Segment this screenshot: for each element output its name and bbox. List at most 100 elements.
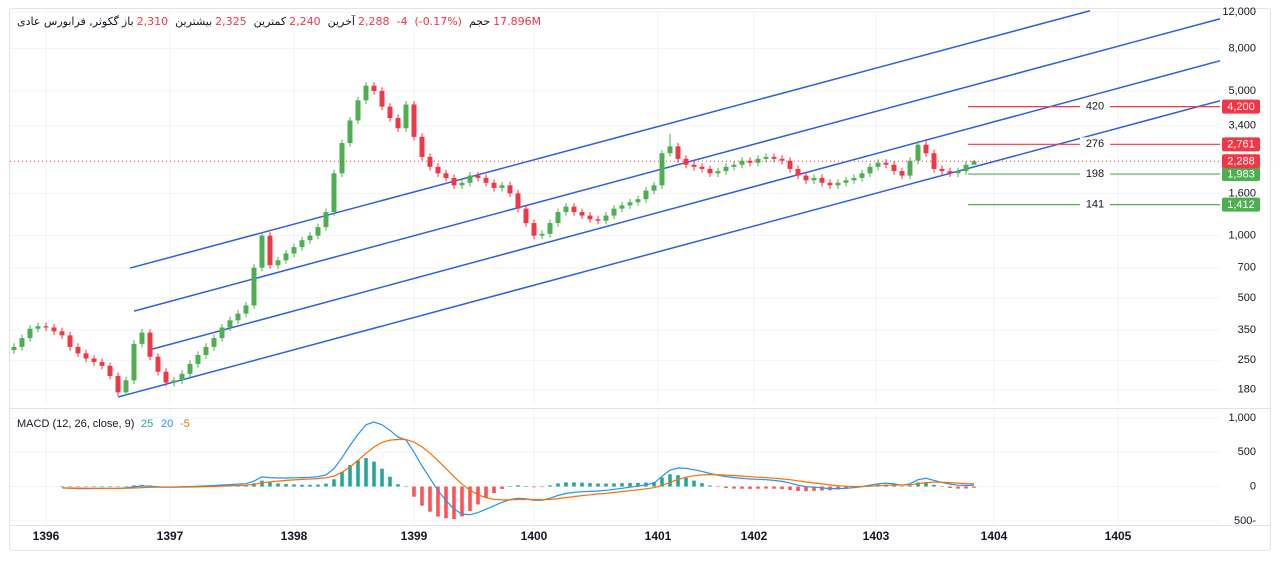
x-tick-label: 1403	[863, 529, 890, 543]
candle-body	[707, 168, 713, 174]
change-value: -4	[396, 15, 408, 28]
channel-line	[133, 18, 1220, 312]
candle-body	[771, 156, 777, 159]
y-tick-label: 1,000	[1228, 230, 1256, 242]
y-tick-label: 8,000	[1228, 43, 1256, 55]
macd-histogram-bar	[308, 484, 312, 487]
candle-body	[243, 305, 249, 314]
macd-histogram-bar	[564, 482, 568, 487]
macd-histogram-bar	[124, 486, 128, 487]
candle-body	[507, 185, 513, 194]
symbol: گکوثر, فرابورس عادی	[17, 15, 119, 28]
x-tick-label: 1397	[157, 529, 184, 543]
macd-histogram-bar	[420, 486, 424, 506]
candle-body	[363, 85, 369, 101]
current-price-badge	[1222, 154, 1260, 169]
macd-line	[61, 421, 975, 516]
candle-body	[467, 175, 473, 183]
candle-body	[291, 247, 297, 254]
candle-body	[427, 156, 433, 167]
macd-histogram-bar	[892, 485, 896, 487]
y-tick-label: 350	[1238, 324, 1256, 336]
level-badge	[1222, 197, 1260, 212]
macd-histogram-bar	[692, 480, 696, 487]
x-tick-label: 1399	[401, 529, 428, 543]
macd-histogram-bar	[764, 486, 768, 489]
macd-histogram-bar	[492, 486, 496, 494]
high-label: بیشترین	[175, 15, 213, 28]
candle-body	[827, 182, 833, 186]
macd-histogram-bar	[588, 483, 592, 487]
candle-body	[739, 160, 745, 165]
level-badge	[1222, 99, 1260, 114]
macd-histogram-bar	[484, 486, 488, 499]
candle-body	[195, 355, 201, 364]
macd-histogram-bar	[460, 486, 464, 517]
candle-body	[67, 335, 73, 347]
candle-body	[59, 331, 65, 336]
macd-histogram-bar	[412, 486, 416, 497]
candle-body	[387, 106, 393, 119]
candle-body	[803, 175, 809, 181]
macd-title: MACD (12, 26, close, 9)	[17, 418, 134, 430]
x-tick-label: 1400	[521, 529, 548, 543]
macd-histogram-bar	[660, 477, 664, 487]
macd-histogram-bar	[356, 460, 360, 487]
candle-body	[91, 358, 97, 363]
macd-histogram-bar	[780, 486, 784, 490]
candle-body	[203, 346, 209, 356]
macd-hist-last: 25	[141, 418, 153, 430]
candle-body	[595, 219, 601, 221]
macd-histogram-bar	[628, 483, 632, 487]
macd-histogram-bar	[732, 486, 736, 489]
candle-body	[19, 338, 25, 347]
macd-tick-label: 0	[1250, 480, 1256, 492]
candle-body	[451, 177, 457, 186]
macd-histogram-bar	[804, 486, 808, 492]
candle-body	[171, 380, 177, 383]
macd-histogram-bar	[364, 458, 368, 487]
macd-histogram-bar	[556, 483, 560, 487]
macd-histogram-bar	[612, 483, 616, 487]
macd-histogram-bar	[428, 486, 432, 512]
candle-body	[483, 177, 489, 183]
x-tick-label: 1405	[1105, 529, 1132, 543]
candle-body	[179, 373, 185, 381]
macd-histogram-bar	[108, 486, 112, 488]
macd-histogram-bar	[932, 484, 936, 487]
x-tick-label: 1396	[33, 529, 60, 543]
candle-body	[147, 332, 153, 357]
level-badge	[1222, 137, 1260, 152]
candle-body	[355, 100, 361, 121]
candle-body	[971, 161, 977, 165]
current-price-badge-label: 2,288	[1227, 156, 1255, 168]
candle-body	[915, 144, 921, 161]
macd-histogram-bar	[348, 464, 352, 487]
candle-body	[651, 185, 657, 191]
x-tick-label: 1402	[741, 529, 768, 543]
macd-tick-label: 500	[1238, 446, 1256, 458]
macd-histogram-bar	[500, 486, 504, 489]
candle-body	[35, 326, 41, 329]
candle-body	[115, 375, 121, 393]
candle-body	[715, 171, 721, 174]
candle-body	[811, 177, 817, 181]
macd-histogram-bar	[60, 486, 64, 488]
macd-histogram-bar	[548, 485, 552, 487]
macd-histogram-bar	[380, 468, 384, 487]
candle-body	[603, 215, 609, 221]
symbol-header: گکوثر, فرابورس عادی باز 2,310 بیشترین 2,32…	[17, 15, 546, 28]
macd-pane	[60, 421, 976, 520]
y-tick-label: 700	[1238, 262, 1256, 274]
macd-histogram-bar	[276, 483, 280, 487]
macd-histogram-bar	[788, 486, 792, 490]
macd-histogram-bar	[604, 483, 608, 487]
macd-histogram-bar	[724, 486, 728, 489]
x-tick-label: 1401	[645, 529, 672, 543]
candle-body	[635, 199, 641, 203]
macd-line	[61, 438, 975, 501]
macd-histogram-bar	[404, 486, 408, 488]
candle-body	[763, 156, 769, 159]
macd-histogram-bar	[668, 474, 672, 487]
macd-histogram-bar	[468, 486, 472, 511]
